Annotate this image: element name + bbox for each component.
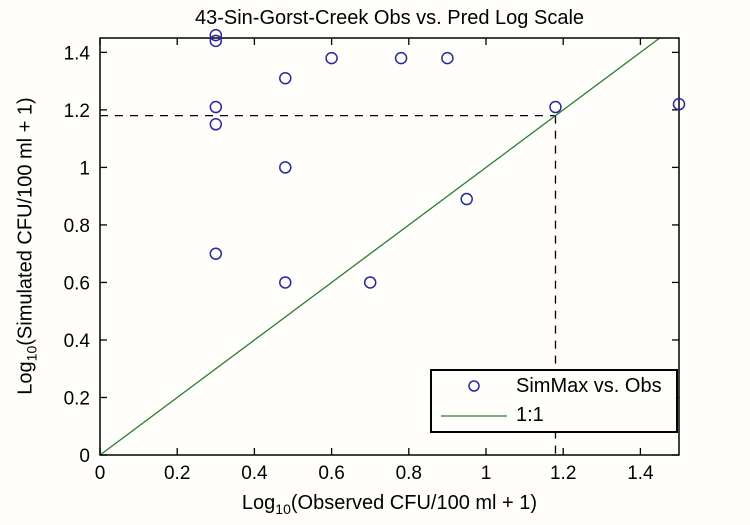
data-point <box>460 192 473 206</box>
data-point <box>441 51 454 65</box>
y-tick-label: 0.4 <box>64 331 91 352</box>
data-point <box>209 247 223 260</box>
one-to-one-line <box>99 37 661 456</box>
scatter-marker-icon <box>468 380 480 393</box>
x-tick-label: 1 <box>481 463 492 484</box>
data-point <box>279 161 292 174</box>
x-axis-label-prefix: Log <box>241 492 276 514</box>
data-point <box>209 34 223 48</box>
legend-entry-simmax: SimMax vs. Obs <box>432 372 676 400</box>
data-point <box>394 51 408 65</box>
y-tick-label: 1 <box>79 158 90 179</box>
legend-entry-one-to-one: 1:1 <box>432 402 676 430</box>
y-tick-label: 0 <box>79 446 90 467</box>
data-point <box>279 276 292 289</box>
y-axis-label-suffix: (Simulated CFU/100 ml + 1) <box>14 97 37 346</box>
legend-marker-swatch <box>432 378 516 394</box>
y-axis-label-subscript: 10 <box>23 345 40 362</box>
y-tick-label: 1.2 <box>64 101 90 122</box>
data-point <box>209 100 223 114</box>
x-tick-label: 0.2 <box>164 463 190 484</box>
y-tick-label: 1.4 <box>64 43 91 64</box>
line-sample-icon <box>441 415 507 417</box>
legend-label-one-to-one: 1:1 <box>516 404 544 427</box>
data-point <box>209 28 223 42</box>
chart-title: 43-Sin-Gorst-Creek Obs vs. Pred Log Scal… <box>194 7 585 29</box>
y-axis-label: Log10(Simulated CFU/100 ml + 1) <box>15 97 40 394</box>
data-point <box>279 72 292 85</box>
data-point <box>363 276 377 289</box>
legend-line-swatch <box>432 414 516 418</box>
x-tick-label: 0 <box>95 463 106 484</box>
y-tick-label: 0.2 <box>64 388 90 409</box>
x-tick-label: 1.4 <box>627 463 654 484</box>
data-point <box>672 97 686 111</box>
x-axis-label-suffix: (Observed CFU/100 ml + 1) <box>290 492 538 514</box>
x-tick-label: 0.4 <box>241 463 268 484</box>
axes-box <box>99 37 680 456</box>
data-point <box>549 100 562 114</box>
y-tick-label: 0.6 <box>64 273 90 294</box>
x-tick-label: 0.8 <box>396 463 422 484</box>
y-axis-label-prefix: Log <box>14 361 37 395</box>
y-tick-label: 0.8 <box>64 216 90 237</box>
legend-label-simmax: SimMax vs. Obs <box>516 374 662 397</box>
x-axis-label: Log10(Observed CFU/100 ml + 1) <box>100 492 679 517</box>
x-tick-label: 0.6 <box>318 463 344 484</box>
data-point <box>325 51 338 65</box>
legend-box[interactable]: SimMax vs. Obs 1:1 <box>430 369 678 433</box>
x-axis-label-subscript: 10 <box>275 501 291 517</box>
data-point <box>209 118 223 131</box>
x-tick-label: 1.2 <box>550 463 576 484</box>
